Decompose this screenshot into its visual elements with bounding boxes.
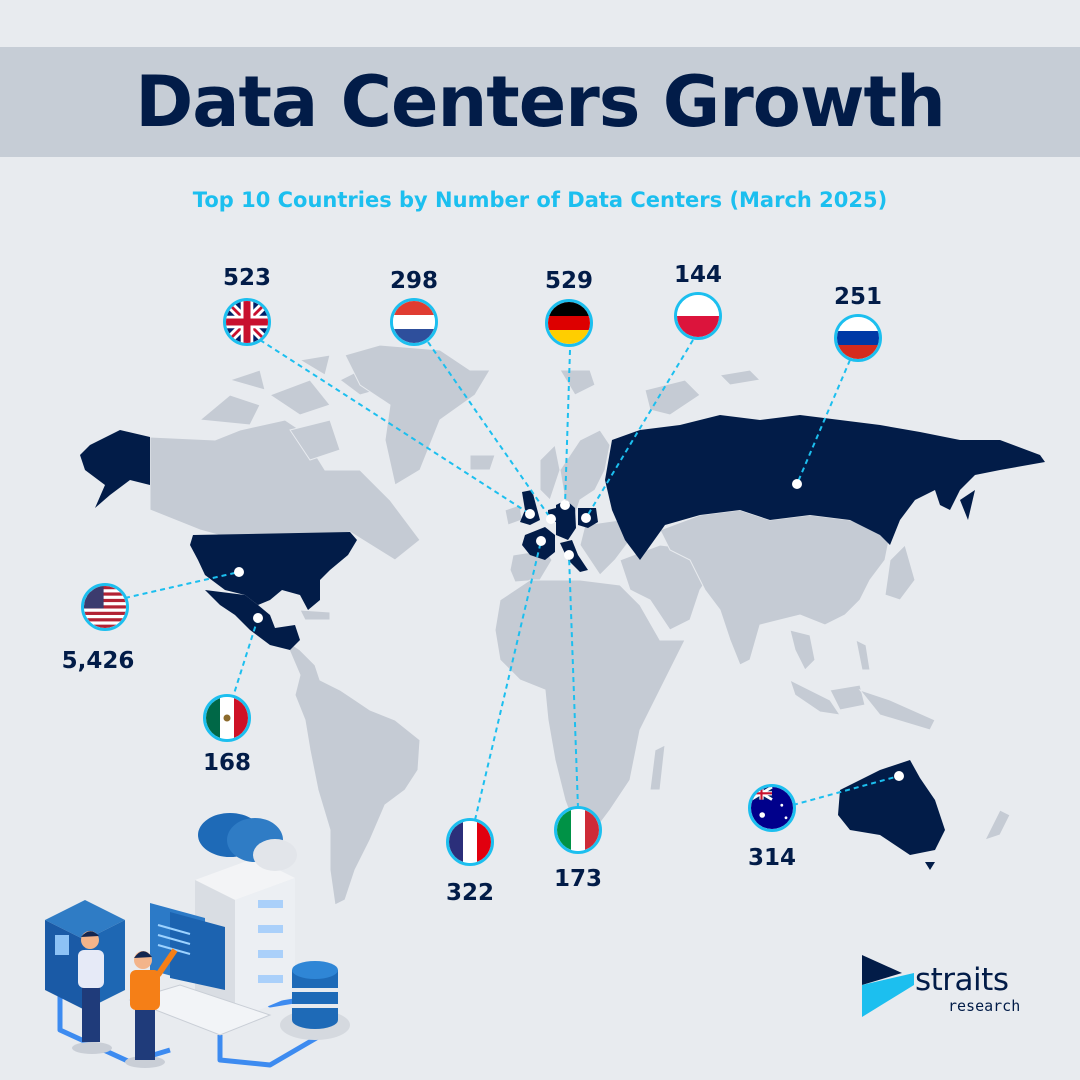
alaska-shape: [80, 430, 150, 508]
mexico-flag-icon: [203, 694, 251, 742]
chart-subtitle: Top 10 Countries by Number of Data Cente…: [192, 188, 888, 212]
germany-shape: [556, 500, 576, 540]
usa-flag-icon: [81, 583, 129, 631]
location-dots: [234, 479, 904, 781]
database-icon: [280, 961, 350, 1040]
keyboard-icon: [128, 984, 272, 1036]
person-pointing-icon: [125, 948, 178, 1068]
logo-name: straits: [915, 962, 1009, 998]
data-center-illustration: [45, 813, 350, 1068]
netherlands-flag-icon: [390, 298, 438, 346]
australia-flag-icon: [748, 784, 796, 832]
australia-shape: [838, 760, 945, 855]
france-flag-icon: [446, 818, 494, 866]
connector-lines: [124, 339, 900, 821]
straits-logo-icon: [862, 955, 914, 1017]
other-land: [149, 344, 1011, 906]
italy-shape: [560, 540, 588, 572]
value-mexico: 168: [202, 750, 252, 776]
value-usa: 5,426: [61, 648, 135, 674]
uk-shape: [520, 490, 540, 525]
value-poland: 144: [673, 262, 723, 288]
uk-flag-icon: [223, 298, 271, 346]
usa-shape: [190, 532, 357, 610]
cloud-icon: [198, 813, 297, 871]
mexico-shape: [205, 590, 300, 650]
italy-flag-icon: [554, 806, 602, 854]
value-netherlands: 298: [389, 268, 439, 294]
value-australia: 314: [747, 845, 797, 871]
value-germany: 529: [544, 268, 594, 294]
value-france: 322: [445, 880, 495, 906]
person-standing-icon: [72, 931, 112, 1054]
russia-shape: [605, 415, 1045, 560]
title-banner: Data Centers Growth: [0, 47, 1080, 157]
highlighted-countries: [80, 415, 1045, 870]
value-italy: 173: [553, 866, 603, 892]
russia-flag-icon: [834, 314, 882, 362]
page-title: Data Centers Growth: [135, 61, 946, 143]
value-uk: 523: [222, 265, 272, 291]
poland-flag-icon: [674, 292, 722, 340]
germany-flag-icon: [545, 299, 593, 347]
value-russia: 251: [833, 284, 883, 310]
logo-subtext: research: [948, 997, 1021, 1015]
